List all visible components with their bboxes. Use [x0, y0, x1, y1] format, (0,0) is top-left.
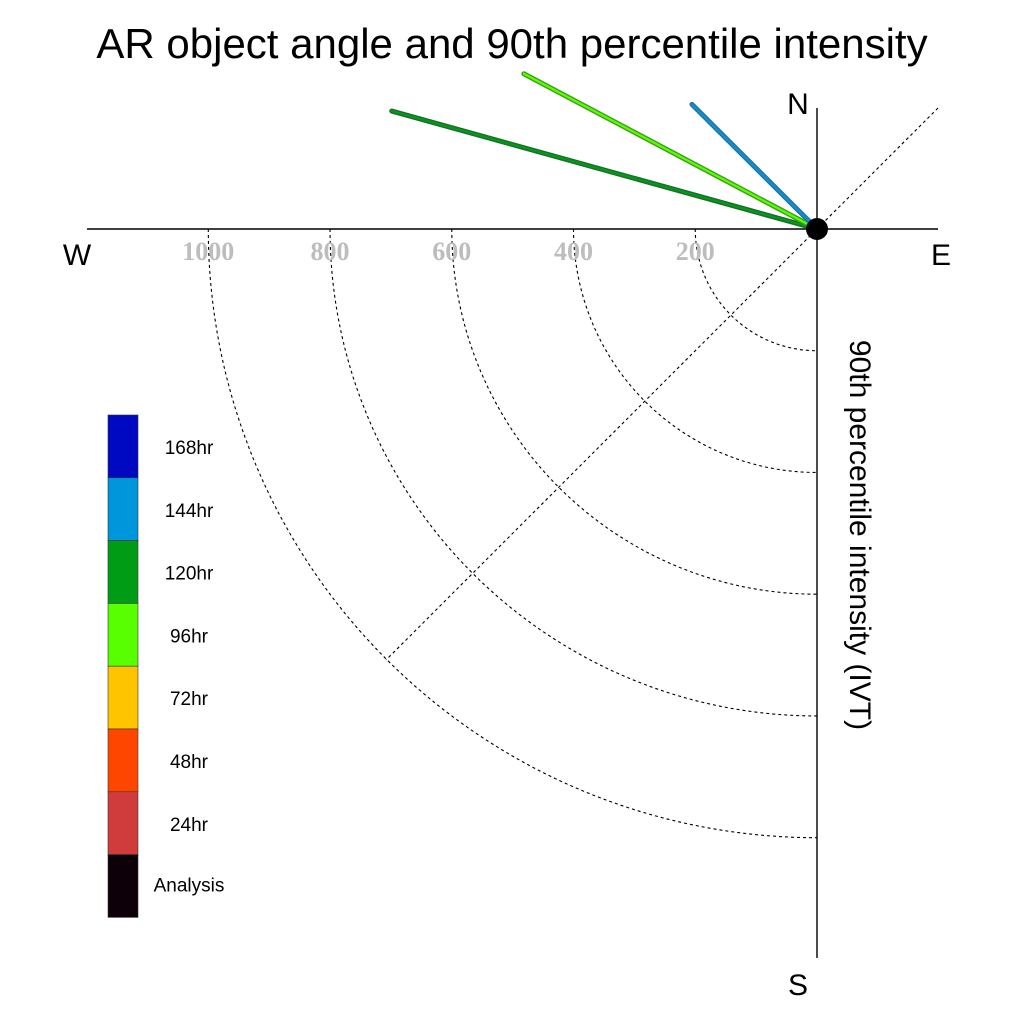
- legend-label: 72hr: [170, 689, 209, 710]
- radial-ring-600: [451, 228, 818, 595]
- legend-label: 96hr: [170, 626, 209, 647]
- radial-tick-label: 400: [554, 237, 593, 266]
- radial-tick-label: 800: [311, 237, 350, 266]
- radial-tick-label: 600: [432, 237, 471, 266]
- legend-label: 168hr: [165, 438, 214, 459]
- label-south: S: [788, 969, 808, 1002]
- radial-axis-label: 90th percentile intensity (IVT): [843, 340, 876, 730]
- legend-swatch: [107, 665, 139, 730]
- legend-swatch: [107, 477, 139, 541]
- diagonal-ne-sw-axis: [385, 107, 939, 661]
- series-line-core: [690, 103, 819, 231]
- lead-time-legend: 168hr 144hr 120hr 96hr 72hr 48hr 24hr Analysis: [107, 414, 225, 918]
- legend-swatch: [107, 414, 139, 479]
- chart-title: AR object angle and 90th percentile inte…: [96, 20, 927, 67]
- radial-ring-800: [329, 228, 818, 717]
- radial-tick-label: 200: [676, 237, 715, 266]
- series-line-144hr: [689, 101, 820, 232]
- series-line-96hr: [521, 71, 820, 232]
- radial-tick-labels: 200 400 600 800 1000: [182, 237, 714, 266]
- radial-grid: [207, 228, 818, 839]
- legend-label: Analysis: [154, 876, 225, 897]
- label-north: N: [787, 88, 809, 121]
- legend-label: 24hr: [170, 815, 209, 836]
- legend-label: 48hr: [170, 752, 209, 773]
- series-line-core: [390, 109, 819, 231]
- series-line-120hr: [389, 108, 820, 232]
- analysis-center-marker: [806, 218, 828, 240]
- radial-ring-200: [694, 228, 818, 352]
- series-line-core: [522, 72, 819, 231]
- forecast-angle-lines: [389, 71, 820, 232]
- legend-label: 120hr: [165, 564, 214, 585]
- label-east: E: [931, 239, 951, 272]
- legend-swatch: [107, 540, 139, 604]
- legend-swatch: [107, 791, 139, 855]
- label-west: W: [63, 239, 92, 272]
- radial-ring-400: [572, 228, 818, 474]
- radial-tick-label: 1000: [182, 237, 234, 266]
- legend-swatch: [107, 728, 139, 793]
- legend-swatch: [107, 603, 139, 667]
- legend-swatch: [107, 854, 139, 918]
- legend-label: 144hr: [165, 501, 214, 522]
- radial-ring-1000: [207, 228, 818, 839]
